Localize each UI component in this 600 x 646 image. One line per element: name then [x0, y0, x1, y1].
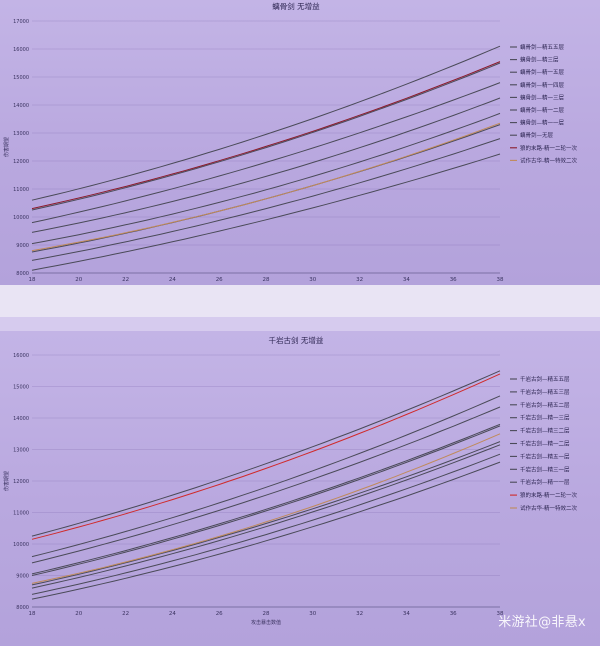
series-line: [31, 61, 501, 210]
legend-label: 螭骨剑—精三层: [520, 56, 559, 64]
series-line: [31, 423, 501, 575]
legend-label: 千岩古剑—精三二层: [520, 427, 570, 435]
y-tick-label: 15000: [13, 75, 29, 81]
x-tick-label: 22: [122, 611, 129, 617]
legend-label: 千岩古剑—精五一层: [520, 452, 570, 460]
y-tick-label: 10000: [13, 542, 29, 548]
y-tick-label: 9000: [16, 243, 29, 249]
x-tick-label: 34: [403, 277, 410, 283]
y-tick-label: 8000: [16, 605, 29, 611]
x-tick-label: 18: [29, 611, 36, 617]
y-tick-label: 8000: [16, 271, 29, 277]
series-line: [31, 122, 501, 252]
series-line: [31, 441, 501, 586]
x-tick-label: 20: [75, 277, 82, 283]
series-line: [31, 406, 501, 564]
x-axis-label: 攻击暴击数值: [251, 619, 281, 626]
y-tick-label: 15000: [13, 385, 29, 391]
y-axis-label: 伤害期望: [3, 471, 10, 491]
chart-panel-top: 螭骨剑 无增益 8000 9000 10000 11000 12000 13000 14000…: [0, 0, 600, 292]
legend-label: 狼的末路-精一二轮一次: [520, 144, 577, 152]
y-tick-label: 14000: [13, 103, 29, 109]
y-tick-label: 9000: [16, 574, 29, 580]
y-axis-label: 伤害期望: [3, 137, 10, 157]
y-tick-label: 13000: [13, 448, 29, 454]
x-tick-label: 30: [309, 611, 316, 617]
legend-label: 狼的末路-精一二轮一次: [520, 491, 577, 499]
y-tick-label: 16000: [13, 47, 29, 53]
x-tick-label: 26: [216, 611, 223, 617]
x-tick-label: 26: [216, 277, 223, 283]
series-line: [31, 453, 501, 595]
y-tick-label: 11000: [13, 511, 29, 517]
series-line: [31, 62, 501, 211]
x-tick-label: 36: [450, 611, 457, 617]
legend-label: 千岩古剑—精一三层: [520, 414, 570, 422]
x-tick-label: 32: [356, 611, 363, 617]
x-tick-label: 36: [450, 277, 457, 283]
legend-label: 千岩古剑—精一一层: [520, 478, 570, 486]
legend-label: 试作古华-精一特效二次: [520, 156, 577, 164]
chart-bottom: 千岩古剑 无增益 8000 9000 10000 11000 12000 13000 1400…: [3, 335, 577, 626]
legend-label: 螭骨剑—精五五层: [520, 43, 565, 51]
series-line: [31, 97, 501, 233]
x-tick-label: 20: [75, 611, 82, 617]
y-tick-label: 11000: [13, 187, 29, 193]
series-line: [31, 138, 501, 261]
x-tick-label: 24: [169, 611, 176, 617]
legend-label: 千岩古剑—精一二层: [520, 440, 570, 448]
series-line: [31, 444, 501, 589]
x-tick-label: 30: [309, 277, 316, 283]
x-tick-label: 28: [263, 277, 270, 283]
y-tick-label: 17000: [13, 19, 29, 25]
legend-label: 千岩古剑—精五二层: [520, 401, 570, 409]
y-tick-label: 10000: [13, 215, 29, 221]
x-tick-label: 18: [29, 277, 36, 283]
series-line: [31, 395, 501, 558]
series-line: [31, 461, 501, 600]
series-line: [31, 433, 501, 584]
legend-label: 螭骨剑—精一四层: [520, 81, 565, 89]
series-line: [31, 370, 501, 537]
series-line: [31, 153, 501, 271]
chart-title: 千岩古剑 无增益: [269, 335, 324, 345]
legend-label: 千岩古剑—精三一层: [520, 465, 570, 473]
y-tick-label: 13000: [13, 131, 29, 137]
legend-label: 螭骨剑—精一二层: [520, 106, 565, 114]
y-tick-label: 12000: [13, 159, 29, 165]
x-tick-label: 24: [169, 277, 176, 283]
y-tick-label: 16000: [13, 353, 29, 359]
chart-top: 螭骨剑 无增益 8000 9000 10000 11000 12000 13000 14000…: [3, 1, 577, 292]
x-tick-label: 34: [403, 611, 410, 617]
series-line: [31, 45, 501, 201]
legend-label: 螭骨剑—精一五层: [520, 68, 565, 76]
series-line: [31, 112, 501, 245]
legend-label: 千岩古剑—精五三层: [520, 388, 570, 396]
series-line: [31, 82, 501, 224]
y-tick-label: 14000: [13, 416, 29, 422]
x-tick-label: 22: [122, 277, 129, 283]
series-line: [31, 425, 501, 576]
legend-label: 试作古华-精一特效二次: [520, 504, 577, 512]
legend-label: 螭骨剑—精一三层: [520, 93, 565, 101]
chart-title: 螭骨剑 无增益: [272, 1, 320, 11]
x-tick-label: 32: [356, 277, 363, 283]
legend-label: 螭骨剑—无层: [520, 131, 554, 139]
legend-label: 螭骨剑—精一一层: [520, 119, 565, 127]
legend-label: 千岩古剑—精五五层: [520, 375, 570, 383]
x-tick-label: 38: [497, 611, 504, 617]
x-tick-label: 28: [263, 611, 270, 617]
y-tick-label: 12000: [13, 479, 29, 485]
panel-divider: [0, 285, 600, 331]
series-line: [31, 373, 501, 540]
watermark-text: 米游社@非悬x: [498, 615, 586, 630]
series-line: [31, 124, 501, 253]
x-tick-label: 38: [497, 277, 504, 283]
chart-panel-bottom: 千岩古剑 无增益 8000 9000 10000 11000 12000 13000 1400…: [0, 331, 600, 646]
